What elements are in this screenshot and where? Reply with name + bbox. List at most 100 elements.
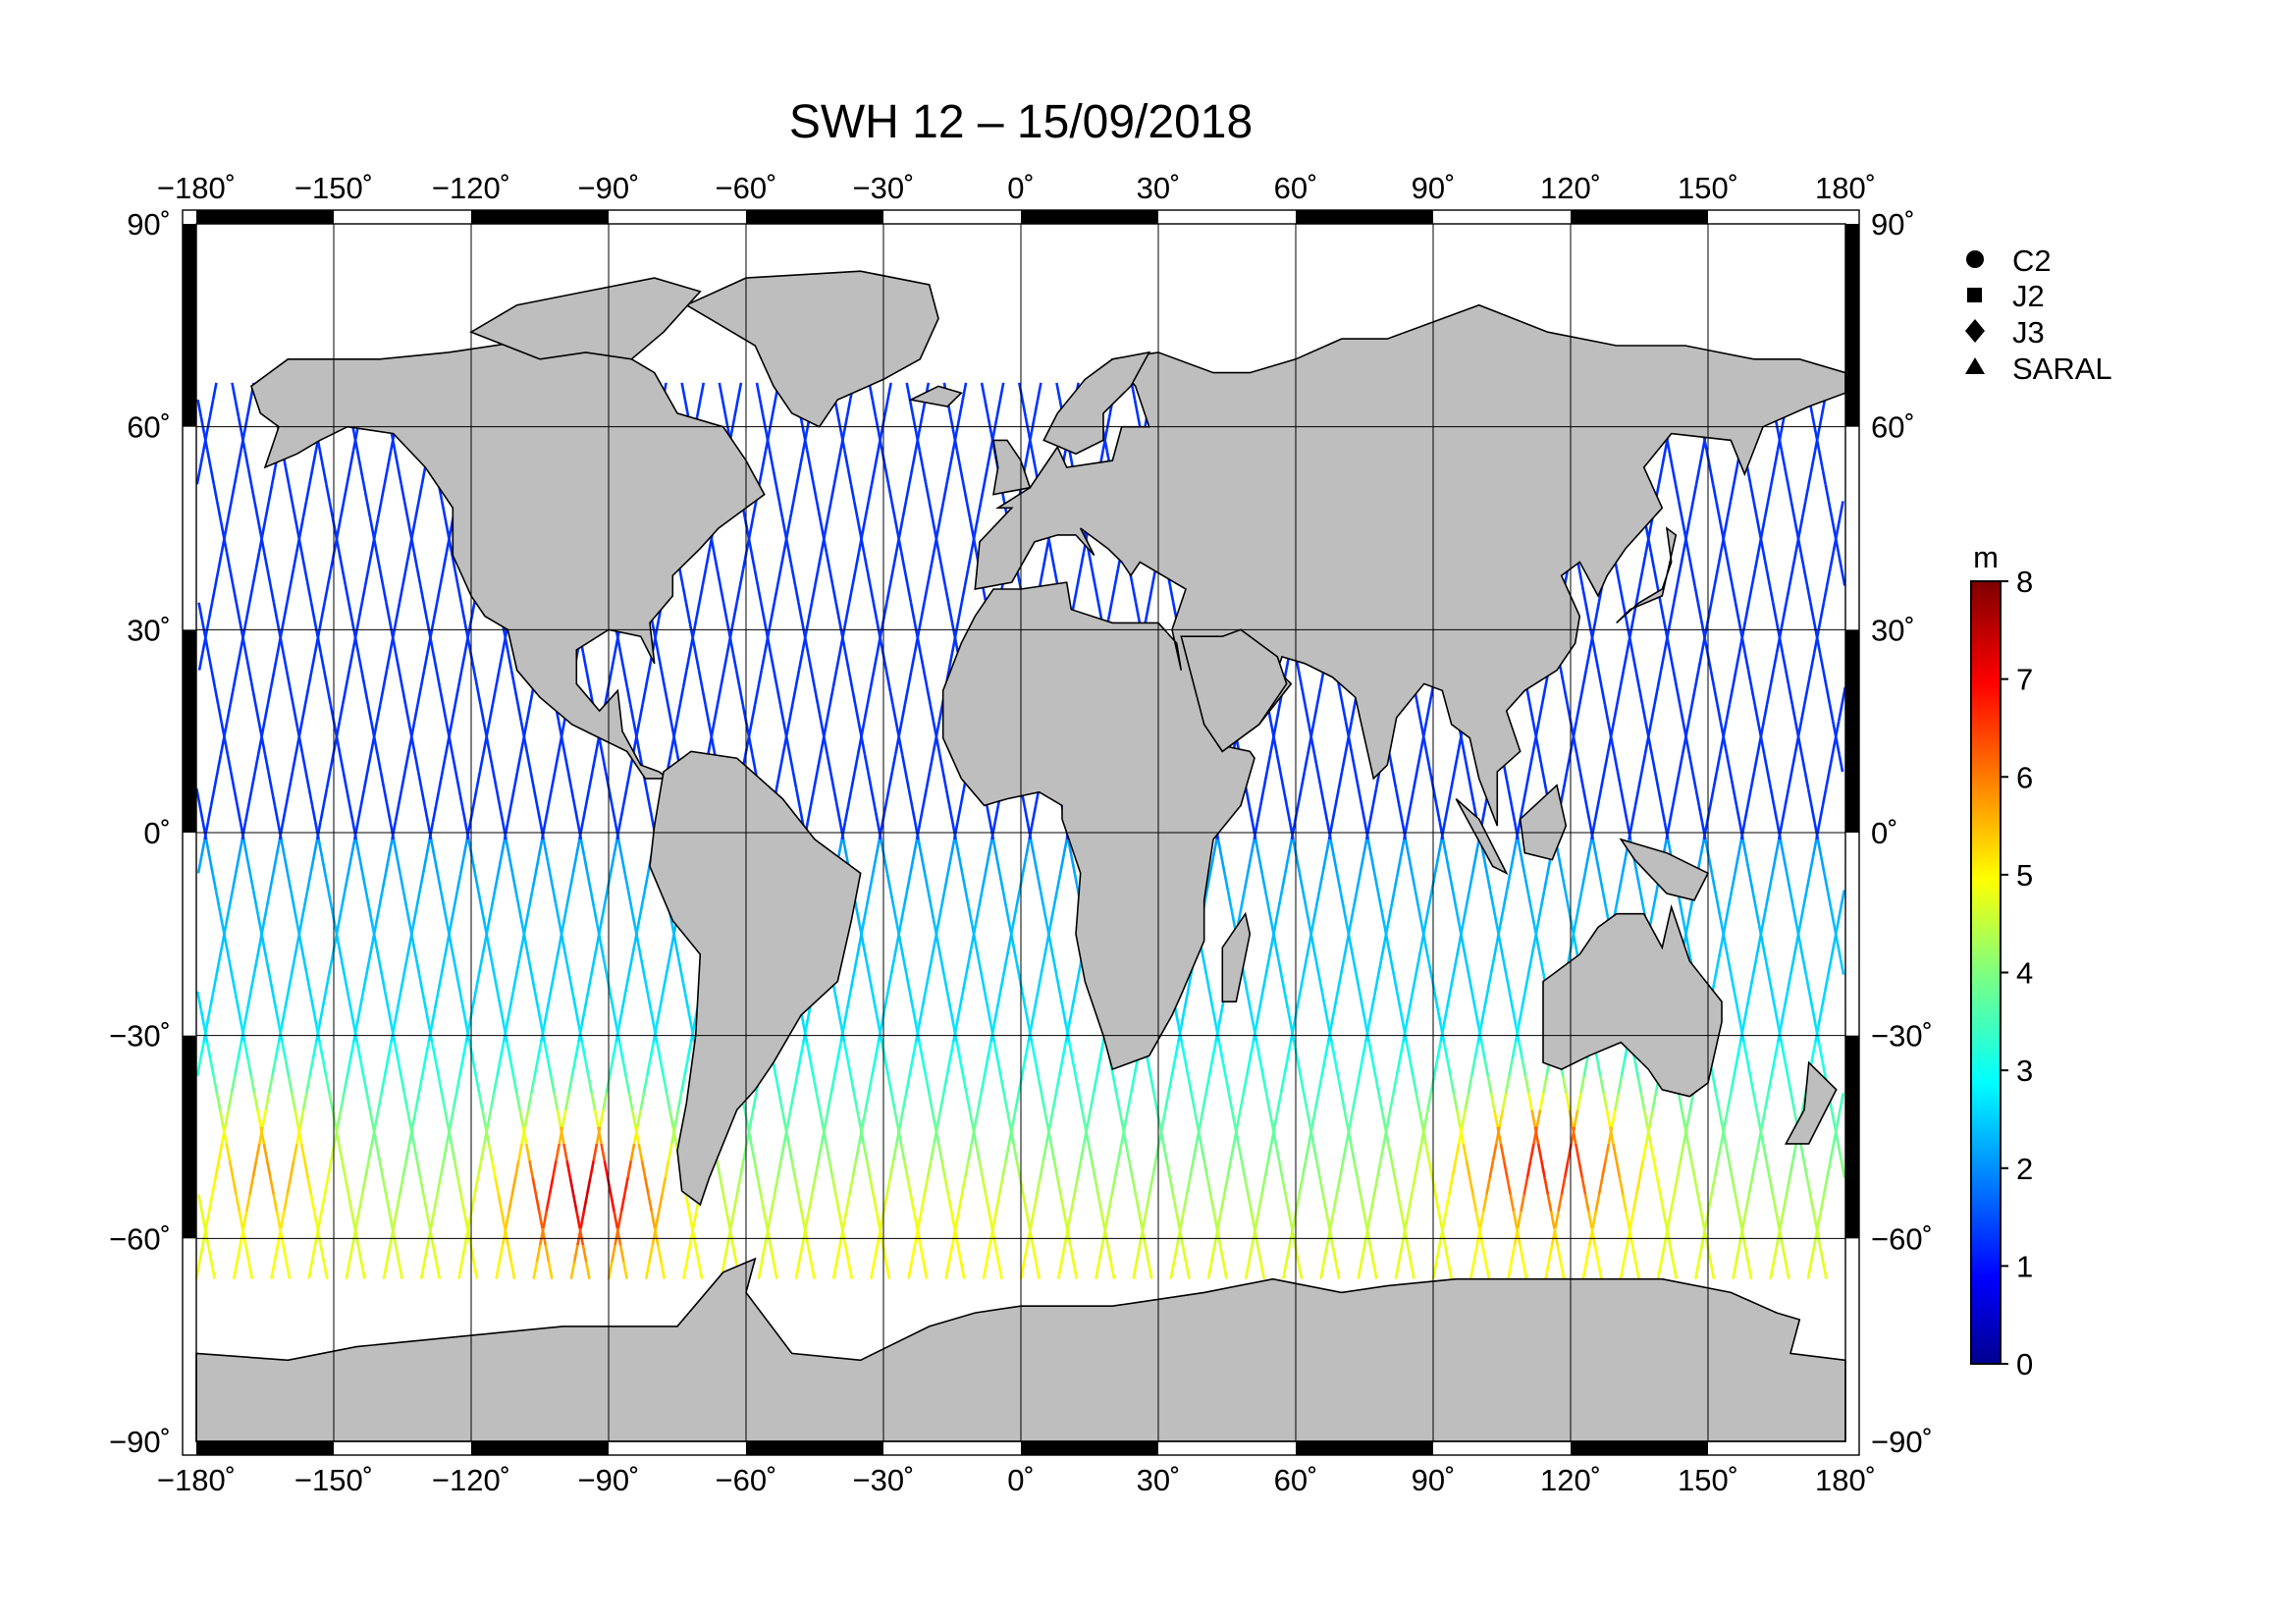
track-segment xyxy=(875,1211,881,1229)
track-segment xyxy=(462,619,469,637)
track-segment xyxy=(660,1262,667,1279)
track-segment xyxy=(884,787,890,806)
track-segment xyxy=(1755,940,1761,958)
track-segment xyxy=(1026,822,1033,840)
track-segment xyxy=(365,1092,372,1110)
track-segment xyxy=(1717,940,1724,958)
track-segment xyxy=(1040,957,1046,975)
track-segment xyxy=(988,1211,993,1229)
track-segment xyxy=(1641,1143,1648,1162)
track-segment xyxy=(1104,416,1111,434)
track-segment xyxy=(928,1092,934,1110)
track-segment xyxy=(945,991,952,1009)
track-segment xyxy=(953,635,960,654)
track-segment xyxy=(1560,873,1567,891)
track-segment xyxy=(258,923,265,942)
lat-tick-label: −90˚ xyxy=(109,1425,171,1459)
track-segment xyxy=(195,466,202,485)
track-segment xyxy=(1452,1092,1459,1110)
track-segment xyxy=(412,906,418,925)
track-segment xyxy=(294,721,301,738)
track-segment xyxy=(1223,873,1230,891)
track-segment xyxy=(1452,957,1459,975)
track-segment xyxy=(1446,787,1453,806)
colorbar-tick-label: 4 xyxy=(2016,956,2033,991)
track-segment xyxy=(419,670,426,688)
track-segment xyxy=(1252,1025,1258,1043)
track-segment xyxy=(1770,466,1776,485)
track-segment xyxy=(215,501,222,518)
track-segment xyxy=(1356,1177,1362,1195)
track-segment xyxy=(1657,466,1664,485)
land-greenland xyxy=(684,270,939,428)
lon-tick-label: 0˚ xyxy=(1007,171,1035,205)
track-segment xyxy=(1561,1075,1568,1094)
track-segment xyxy=(1269,721,1276,738)
track-segment xyxy=(1458,923,1464,942)
legend-label-j3: J3 xyxy=(2012,315,2045,350)
track-segment xyxy=(1601,1160,1607,1178)
track-segment xyxy=(516,703,523,722)
track-segment xyxy=(205,1042,212,1060)
track-segment xyxy=(784,534,790,553)
track-segment xyxy=(287,1075,294,1094)
track-segment xyxy=(1190,1092,1197,1110)
track-segment xyxy=(382,1262,389,1279)
track-segment xyxy=(1671,466,1678,485)
track-segment xyxy=(607,1262,614,1279)
track-segment xyxy=(1255,1042,1261,1060)
track-segment xyxy=(1217,1042,1224,1060)
track-segment xyxy=(852,501,859,518)
track-segment xyxy=(211,1177,217,1195)
track-segment xyxy=(925,771,932,789)
track-segment xyxy=(269,1177,275,1195)
lat-tick-label: −60˚ xyxy=(109,1221,171,1256)
track-segment xyxy=(1638,568,1644,586)
track-segment xyxy=(356,805,363,823)
track-segment xyxy=(1001,890,1008,908)
track-segment xyxy=(1183,1058,1190,1077)
track-segment xyxy=(339,1092,346,1110)
track-segment xyxy=(626,890,633,908)
track-segment xyxy=(537,1211,544,1229)
track-segment xyxy=(1693,1262,1700,1279)
track-segment xyxy=(1581,787,1588,806)
track-segment xyxy=(515,1092,521,1110)
track-segment xyxy=(1113,1160,1120,1178)
track-segment xyxy=(1790,703,1797,722)
track-segment xyxy=(750,703,757,722)
track-segment xyxy=(418,1177,425,1195)
track-segment xyxy=(265,890,272,908)
track-segment xyxy=(294,517,300,536)
track-segment xyxy=(1265,754,1272,773)
track-segment xyxy=(398,585,404,604)
track-segment xyxy=(860,737,867,756)
track-segment xyxy=(402,957,409,975)
track-segment xyxy=(1348,1109,1355,1127)
track-segment xyxy=(389,822,396,840)
track-segment xyxy=(840,635,847,654)
track-segment xyxy=(798,1042,805,1060)
track-segment xyxy=(935,940,942,958)
track-segment xyxy=(620,855,626,874)
track-segment xyxy=(536,1007,543,1026)
track-segment xyxy=(753,568,760,586)
track-segment xyxy=(1468,873,1474,891)
track-segment xyxy=(1373,974,1380,993)
track-segment xyxy=(346,466,352,485)
track-segment xyxy=(1527,754,1534,773)
track-segment xyxy=(1748,1075,1755,1094)
track-segment xyxy=(984,1194,990,1213)
track-segment xyxy=(839,433,846,452)
track-segment xyxy=(1395,991,1402,1009)
track-segment xyxy=(1726,957,1733,975)
track-segment xyxy=(713,703,720,722)
track-segment xyxy=(1812,635,1819,654)
track-segment xyxy=(920,1194,927,1213)
map-frame xyxy=(182,209,1860,1456)
track-segment xyxy=(1207,991,1214,1009)
track-segment xyxy=(504,1227,509,1246)
track-segment xyxy=(488,754,495,773)
track-segment xyxy=(393,1007,400,1026)
track-segment xyxy=(292,1143,298,1162)
